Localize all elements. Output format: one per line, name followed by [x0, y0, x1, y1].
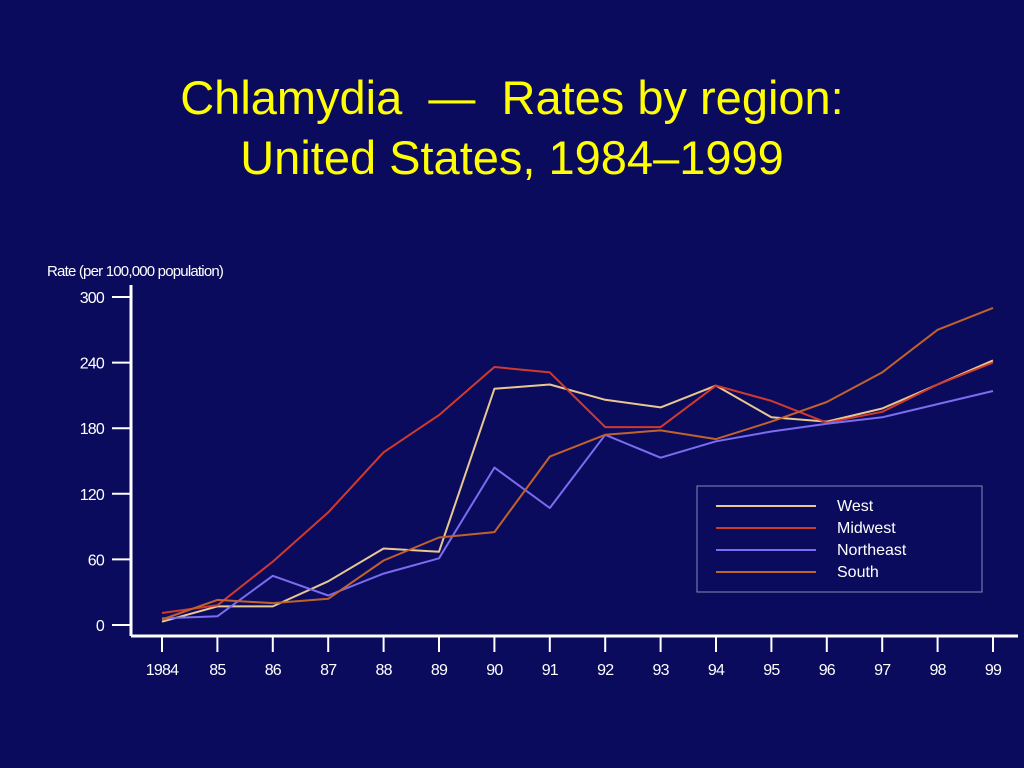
series-line-south [161, 306, 994, 621]
x-tick-label: 98 [929, 662, 946, 679]
legend-label-midwest: Midwest [837, 520, 896, 537]
x-tick-label: 97 [874, 662, 891, 679]
title-line-2: United States, 1984–1999 [240, 131, 784, 184]
title-line-1: Chlamydia — Rates by region: [180, 71, 844, 124]
x-tick-label: 88 [375, 662, 392, 679]
slide-title: Chlamydia — Rates by region: United Stat… [0, 68, 1024, 188]
y-axis-label: Rate (per 100,000 population) [47, 263, 224, 280]
legend-label-northeast: Northeast [837, 542, 907, 559]
series-line-midwest [161, 361, 994, 614]
x-tick-label: 94 [708, 662, 725, 679]
series-line-west [161, 359, 994, 623]
x-tick-label: 87 [320, 662, 337, 679]
y-tick-label: 240 [80, 356, 105, 373]
x-tick-label: 89 [431, 662, 448, 679]
legend-label-south: South [837, 564, 879, 581]
x-tick-label: 99 [985, 662, 1002, 679]
legend-label-west: West [837, 498, 874, 515]
x-tick-label: 92 [597, 662, 614, 679]
legend-box [696, 485, 983, 593]
x-tick-label: 91 [542, 662, 559, 679]
x-tick-label: 93 [652, 662, 669, 679]
x-tick-label: 96 [819, 662, 836, 679]
series-group [161, 306, 994, 623]
x-tick-label: 85 [209, 662, 226, 679]
x-tick-label: 95 [763, 662, 780, 679]
series-line-northeast [161, 390, 994, 620]
y-tick-label: 300 [80, 290, 105, 307]
x-tick-label: 90 [486, 662, 503, 679]
x-tick-label: 86 [265, 662, 282, 679]
legend: West Midwest Northeast South [696, 485, 983, 593]
y-tick-label: 120 [80, 487, 105, 504]
y-tick-label: 180 [80, 421, 105, 438]
x-tick-label: 1984 [146, 662, 179, 679]
y-tick-label: 0 [96, 618, 105, 635]
y-tick-label: 60 [88, 552, 105, 569]
axes: 0 60 120 180 240 300 1984 85 86 87 88 89 90 91 92 93 94 9… [80, 285, 1018, 679]
